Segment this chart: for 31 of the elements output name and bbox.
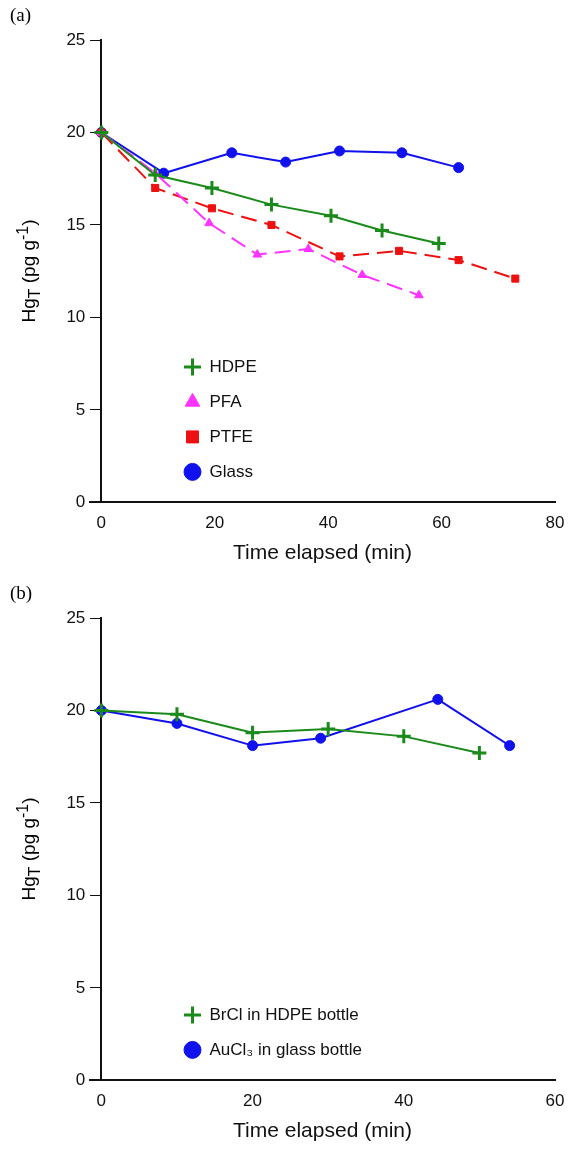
x-tick-label: 40 [394, 1091, 414, 1111]
y-tick-label: 5 [75, 977, 86, 997]
y-tick-label: 0 [75, 1070, 86, 1090]
x-tick-label: 60 [545, 1091, 565, 1111]
legend-label: BrCl in HDPE bottle [209, 1004, 359, 1024]
chart-title: (a) [10, 4, 32, 26]
legend-label: Glass [209, 461, 253, 481]
y-tick-label: 10 [66, 885, 86, 905]
y-tick-label: 15 [66, 214, 86, 234]
y-tick-label: 15 [66, 792, 86, 812]
x-tick-label: 80 [545, 513, 565, 533]
y-tick-label: 25 [66, 29, 86, 49]
x-axis-title: Time elapsed (min) [233, 1118, 412, 1142]
x-tick-label: 20 [243, 1091, 263, 1111]
x-tick-label: 20 [205, 513, 225, 533]
y-tick-label: 20 [66, 700, 86, 720]
legend-label: HDPE [209, 356, 257, 376]
y-tick-label: 25 [66, 607, 86, 627]
x-tick-label: 60 [432, 513, 452, 533]
y-tick-label: 0 [75, 492, 86, 512]
x-tick-label: 0 [96, 513, 107, 533]
legend-label: PFA [209, 391, 243, 411]
y-tick-label: 20 [66, 122, 86, 142]
x-axis-title: Time elapsed (min) [233, 540, 412, 564]
chart-title: (b) [10, 582, 33, 604]
x-tick-label: 0 [96, 1091, 107, 1111]
x-tick-label: 40 [318, 513, 338, 533]
y-tick-label: 5 [75, 399, 86, 419]
legend-label: AuCl₃ in glass bottle [209, 1039, 362, 1059]
legend-label: PTFE [209, 426, 253, 446]
y-tick-label: 10 [66, 307, 86, 327]
